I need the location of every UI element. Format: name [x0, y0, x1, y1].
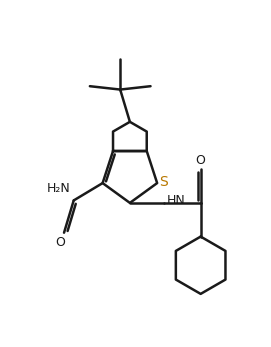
Text: HN: HN: [167, 194, 186, 207]
Text: O: O: [56, 236, 66, 249]
Text: H₂N: H₂N: [47, 181, 70, 195]
Text: S: S: [159, 175, 168, 189]
Text: O: O: [196, 154, 206, 167]
